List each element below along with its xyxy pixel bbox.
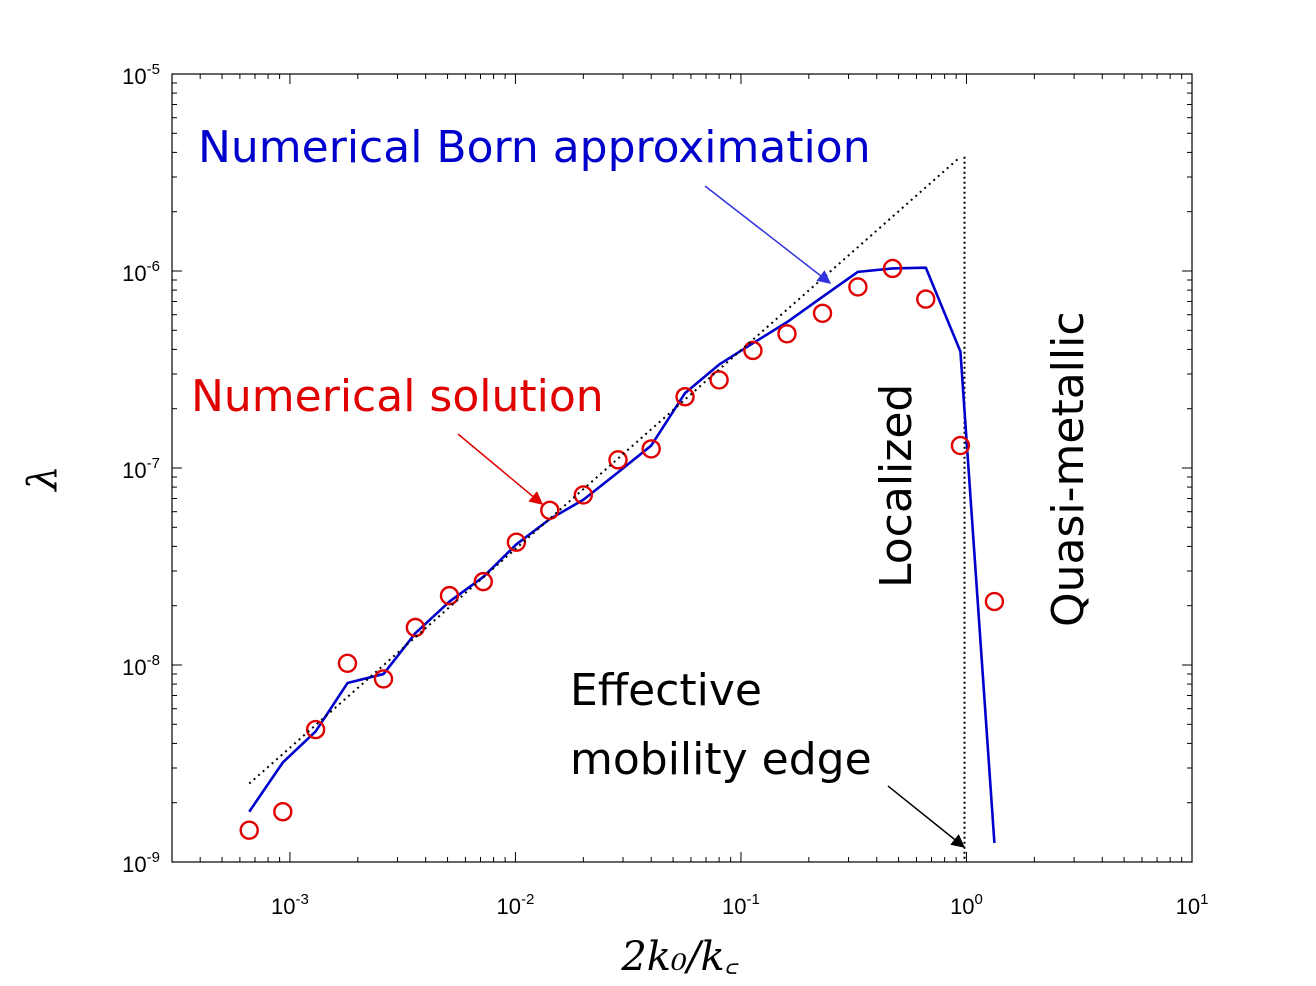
numerical-solution-point <box>373 669 394 689</box>
numerical-solution-point <box>573 485 594 505</box>
x-tick-label: 10-1 <box>722 891 760 919</box>
plot-frame <box>171 73 1193 863</box>
numerical-solution-point <box>273 802 293 822</box>
numerical-solution-point <box>641 439 661 459</box>
x-tick-label: 10-2 <box>497 891 535 919</box>
numerical-solution-point <box>337 653 358 674</box>
y-tick-label: 10-8 <box>122 652 160 680</box>
numerical-solution-point <box>506 532 527 552</box>
x-tick-label: 100 <box>950 891 983 919</box>
mobility-edge-label-line1: Effective <box>570 665 762 716</box>
x-tick-label: 10-3 <box>271 891 309 919</box>
y-axis-label: λ <box>20 465 66 492</box>
numerical-solution-point <box>473 571 493 592</box>
numerical-solution-point <box>984 591 1005 612</box>
numerical-solution-point <box>305 719 326 740</box>
axis-ticks <box>171 73 1193 863</box>
y-tick-label: 10-7 <box>122 455 160 483</box>
quasi-metallic-label: Quasi-metallic <box>1043 311 1094 627</box>
numerical-solution-point <box>950 435 971 456</box>
born-approximation-label: Numerical Born approximation <box>198 122 871 173</box>
y-tick-label: 10-9 <box>122 849 160 877</box>
numerical-solution-point <box>540 500 560 520</box>
numerical-solution-label: Numerical solution <box>191 371 604 422</box>
power-law-guide-line <box>248 156 962 785</box>
numerical-solution-point <box>848 277 868 297</box>
numerical-solution-point <box>743 340 763 361</box>
y-tick-label: 10-5 <box>122 61 160 89</box>
numerical-solution-point <box>916 289 936 309</box>
numerical-solution-point <box>439 585 460 606</box>
mobility-edge-arrow <box>887 785 966 848</box>
mobility-edge-label-line2: mobility edge <box>570 734 872 785</box>
numerical-solution-point <box>812 303 833 323</box>
born-arrow <box>704 185 832 284</box>
numerical-solution-point <box>675 387 695 407</box>
numerical-solution-point <box>239 820 259 840</box>
x-tick-label: 101 <box>1176 891 1209 919</box>
localized-label: Localized <box>871 384 922 588</box>
numerical-solution-point <box>608 450 628 470</box>
numerical-solution-point <box>882 258 903 279</box>
numerical-arrow <box>457 433 544 505</box>
tick-labels: 10-3 10-2 10-1 100 101 10-9 10-8 10-7 10-6 10-5 <box>122 61 1208 919</box>
x-axis-label: 2k₀/k꜀ <box>620 934 738 980</box>
numerical-solution-point <box>709 370 729 390</box>
plot-data <box>239 156 1005 862</box>
y-tick-label: 10-6 <box>122 258 160 286</box>
numerical-solution-point <box>777 324 797 344</box>
